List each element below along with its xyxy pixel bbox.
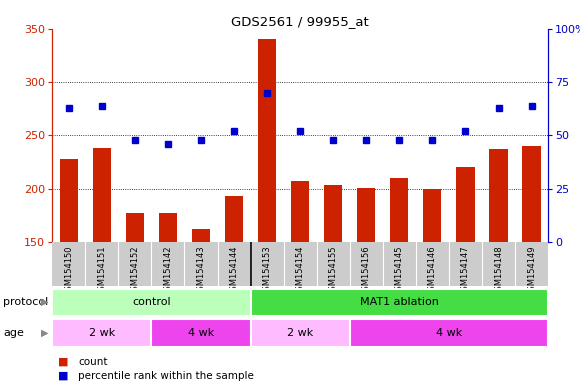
Text: GSM154153: GSM154153 <box>263 245 271 296</box>
Bar <box>251 319 350 347</box>
Bar <box>357 187 375 242</box>
Text: GSM154143: GSM154143 <box>197 245 205 296</box>
Text: 4 wk: 4 wk <box>188 328 214 338</box>
Text: GSM154149: GSM154149 <box>527 245 536 296</box>
Bar <box>151 319 251 347</box>
Bar <box>291 181 309 242</box>
Text: GSM154148: GSM154148 <box>494 245 503 296</box>
Text: protocol: protocol <box>3 297 48 307</box>
Text: GSM154144: GSM154144 <box>230 245 238 296</box>
Text: ■: ■ <box>58 357 68 367</box>
Bar <box>251 289 548 316</box>
Text: 2 wk: 2 wk <box>287 328 313 338</box>
Text: ▶: ▶ <box>41 328 48 338</box>
Bar <box>324 185 342 242</box>
Bar <box>126 213 144 242</box>
Bar <box>350 319 548 347</box>
Bar <box>225 196 243 242</box>
Bar <box>93 148 111 242</box>
Bar <box>159 213 177 242</box>
Text: GSM154147: GSM154147 <box>461 245 470 296</box>
Text: GSM154146: GSM154146 <box>428 245 437 296</box>
Bar <box>523 146 541 242</box>
Text: percentile rank within the sample: percentile rank within the sample <box>78 371 254 381</box>
Text: 2 wk: 2 wk <box>89 328 115 338</box>
Text: GSM154156: GSM154156 <box>362 245 371 296</box>
Text: GSM154155: GSM154155 <box>329 245 338 296</box>
Text: GSM154151: GSM154151 <box>97 245 106 296</box>
Text: ▶: ▶ <box>41 297 48 307</box>
Bar <box>423 189 441 242</box>
Title: GDS2561 / 99955_at: GDS2561 / 99955_at <box>231 15 369 28</box>
Bar <box>60 159 78 242</box>
Bar <box>456 167 474 242</box>
Text: GSM154142: GSM154142 <box>164 245 172 296</box>
Bar <box>390 178 408 242</box>
Text: count: count <box>78 357 108 367</box>
Text: GSM154154: GSM154154 <box>296 245 304 296</box>
Text: MAT1 ablation: MAT1 ablation <box>360 297 438 308</box>
Text: control: control <box>132 297 171 308</box>
Bar <box>490 149 508 242</box>
Bar <box>52 319 151 347</box>
Bar <box>258 40 276 242</box>
Bar <box>52 289 251 316</box>
Text: ■: ■ <box>58 371 68 381</box>
Text: 4 wk: 4 wk <box>436 328 462 338</box>
Text: age: age <box>3 328 24 338</box>
Text: GSM154150: GSM154150 <box>64 245 73 296</box>
Text: GSM154152: GSM154152 <box>130 245 139 296</box>
Bar <box>192 229 210 242</box>
Text: GSM154145: GSM154145 <box>395 245 404 296</box>
